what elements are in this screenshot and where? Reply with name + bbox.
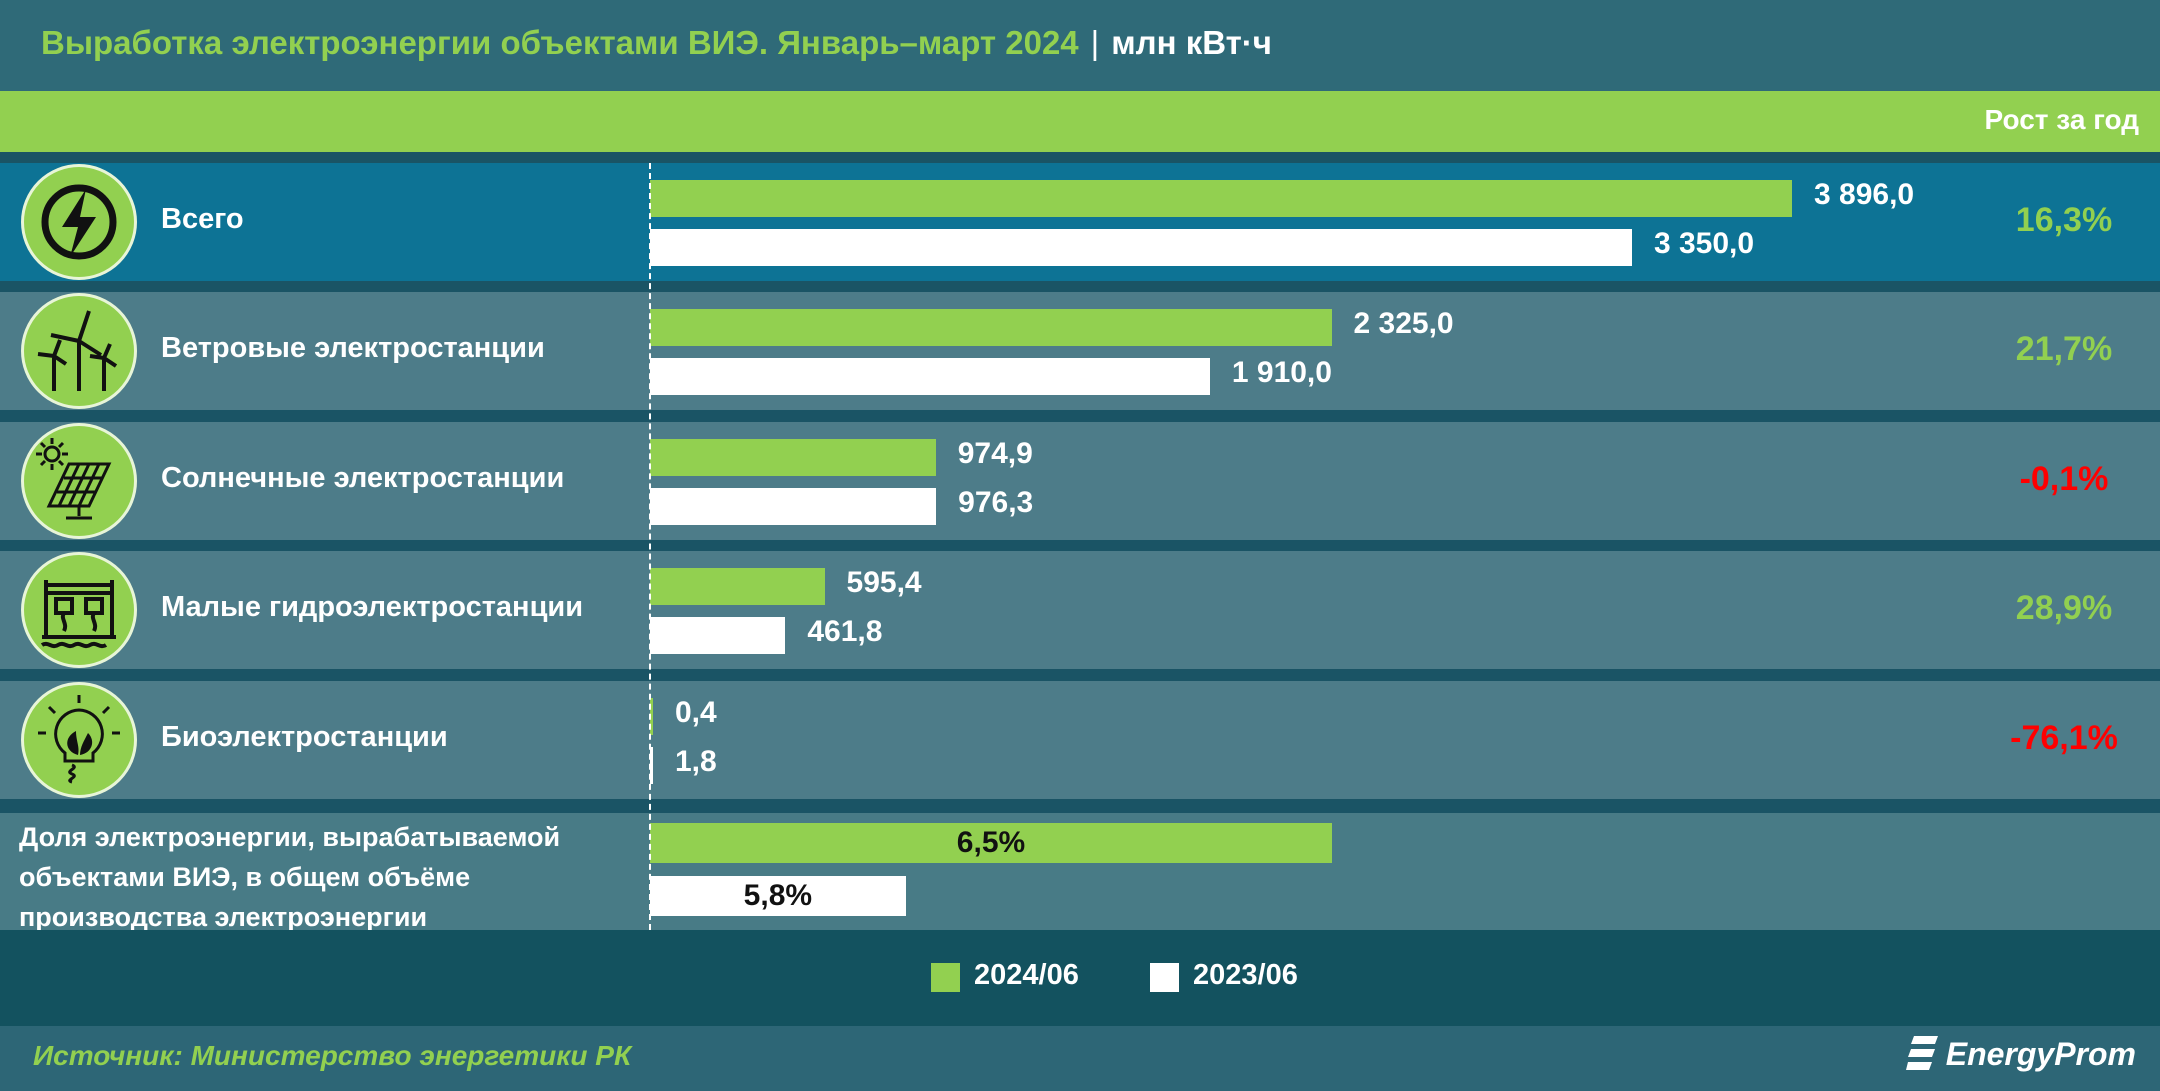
share-label: Доля электроэнергии, вырабатываемой объе… [19,817,619,937]
share-row: Доля электроэнергии, вырабатываемой объе… [0,813,2160,932]
legend-label-2024: 2024/06 [974,959,1079,991]
share-value-2023: 5,8% [743,879,813,912]
solar-panel-icon [21,423,137,539]
growth-value: -0,1% [2019,460,2109,498]
share-label-line: производства электроэнергии [19,902,428,932]
data-label: 1,8 [675,745,717,778]
row-bio: Биоэлектростанции 0,4 1,8 -76,1% [0,681,2160,799]
data-label: 1 910,0 [1231,356,1332,389]
title-text: Выработка электроэнергии объектами ВИЭ. … [41,24,1079,61]
legend-swatch-2024 [931,963,960,992]
legend-swatch-2023 [1150,963,1179,992]
header-band [0,91,2160,152]
category-label: Всего [161,203,244,235]
data-label: 974,9 [957,437,1033,470]
category-label: Малые гидроэлектростанции [161,591,584,623]
zero-axis-line [649,163,651,930]
growth-value: -76,1% [2010,719,2118,757]
category-label: Солнечные электростанции [161,462,565,494]
bar-2024-06 [650,180,1792,217]
bio-bulb-icon [21,682,137,798]
data-label: 0,4 [675,696,717,729]
logo-text: EnergyProm [1945,1035,2136,1072]
row-total: Всего 3 896,0 3 350,0 16,3% [0,163,2160,281]
unit-label: млн кВт·ч [1111,24,1272,61]
bar-2023-06 [650,747,653,784]
share-label-line: Доля электроэнергии, вырабатываемой [19,822,561,852]
growth-value: 21,7% [2015,330,2113,368]
footer [0,1026,2160,1091]
bar-2023-06 [650,229,1632,266]
bar-2023-06 [650,617,786,654]
legend [0,930,2160,1026]
growth-column-header: Рост за год [1984,104,2139,135]
growth-value: 28,9% [2015,589,2113,627]
bar-2024-06 [650,698,653,735]
energyprom-logo: EnergyProm [1905,1034,2136,1074]
lightning-icon [21,164,137,280]
bar-2023-06 [650,358,1210,395]
legend-label-2023: 2023/06 [1193,959,1298,991]
share-label-line: объектами ВИЭ, в общем объёме [19,862,471,892]
row-wind: Ветровые электростанции 2 325,0 1 910,0 21,… [0,292,2160,410]
row-solar: Солнечные электростанции 974,9 976,3 -0,1% [0,422,2160,540]
wind-turbine-icon [21,293,137,409]
title-separator: | [1090,24,1100,61]
category-label: Биоэлектростанции [161,721,448,753]
bar-2023-06 [650,488,937,525]
data-label: 3 350,0 [1653,227,1755,260]
data-label: 2 325,0 [1353,307,1454,340]
data-label: 595,4 [846,566,922,599]
bar-2024-06 [650,568,825,605]
title-bar [0,0,2160,91]
source-note: Источник: Министерство энергетики РК [33,1040,632,1071]
share-bar-2023: 5,8% [650,876,906,916]
row-hydro: Малые гидроэлектростанции 595,4 461,8 28,9% [0,551,2160,669]
logo-mark-icon [1905,1036,1938,1070]
chart-title: Выработка электроэнергии объектами ВИЭ. … [41,24,1272,62]
bar-2024-06 [650,439,936,476]
share-bar-2024: 6,5% [650,823,1332,863]
data-label: 3 896,0 [1814,178,1915,211]
hydro-dam-icon [21,552,137,668]
category-label: Ветровые электростанции [161,332,545,364]
growth-value: 16,3% [2015,201,2113,239]
data-label: 461,8 [807,615,883,648]
data-label: 976,3 [958,486,1034,519]
share-value-2024: 6,5% [956,826,1026,859]
bar-2024-06 [650,309,1332,346]
